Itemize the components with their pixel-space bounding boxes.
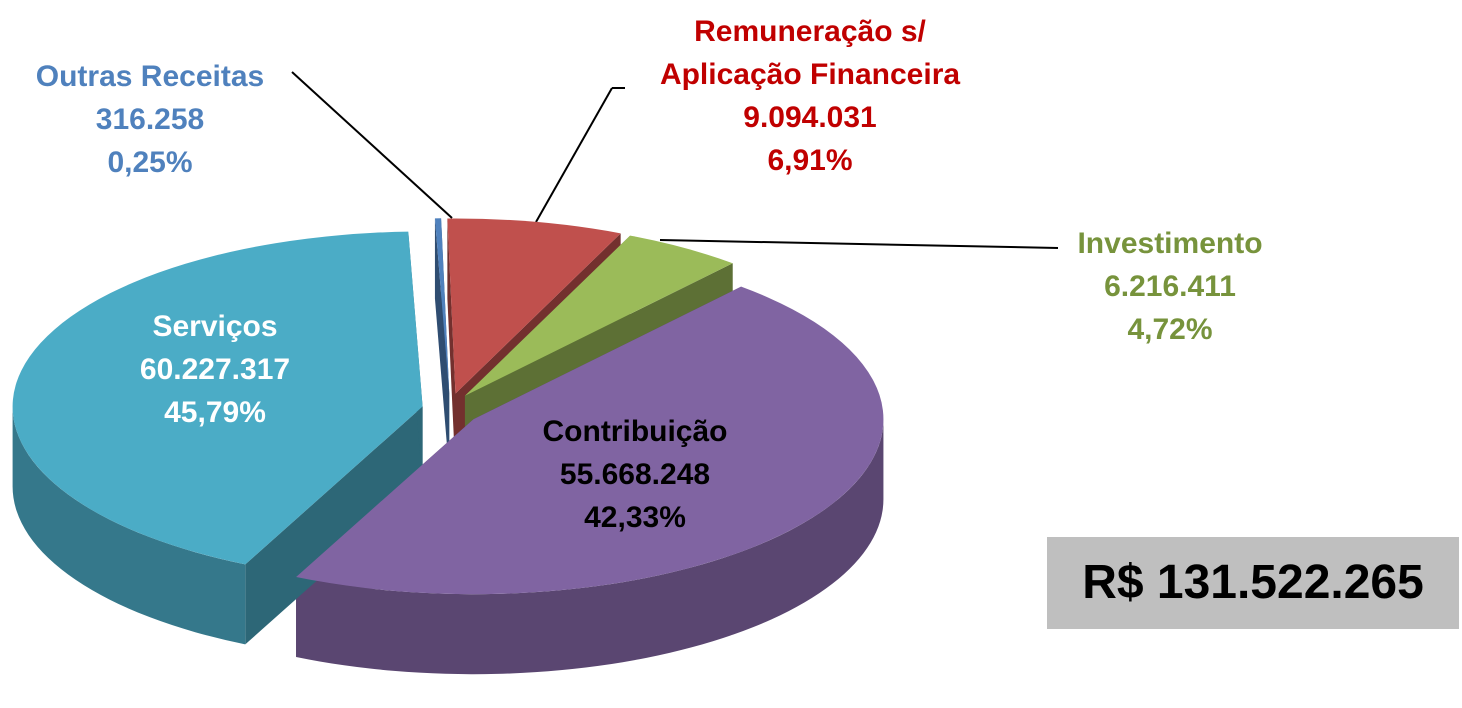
slice-label: Contribuição 55.668.248 42,33% (543, 410, 728, 539)
slice-value: 6.216.411 (1104, 270, 1236, 303)
slice-name: Remuneração s/ Aplicação Financeira (659, 15, 961, 91)
slice-value: 60.227.317 (139, 353, 291, 386)
leader-line (291, 71, 453, 219)
slice-label: Outras Receitas 316.258 0,25% (36, 55, 264, 184)
slice-cut-face (447, 218, 456, 474)
total-box: R$ 131.522.265 (1047, 537, 1459, 629)
slice-label: Remuneração s/ Aplicação Financeira 9.094… (640, 10, 980, 182)
slice-name: Serviços (152, 310, 278, 343)
slice-cut-face (245, 406, 423, 645)
slice-value: 316.258 (95, 103, 205, 136)
pie-slice (464, 235, 733, 396)
slice-wall (12, 406, 246, 645)
slice-percent: 42,33% (584, 501, 686, 534)
slice-name: Outras Receitas (35, 60, 265, 93)
pie-slice (296, 286, 884, 595)
slice-name: Contribuição (542, 415, 728, 448)
slice-value: 9.094.031 (743, 101, 877, 134)
slice-label: Serviços 60.227.317 45,79% (140, 305, 290, 434)
slice-tops (12, 218, 884, 595)
pie-slice (12, 231, 423, 565)
slice-percent: 45,79% (164, 396, 266, 429)
slice-percent: 6,91% (767, 144, 853, 177)
slice-cut-face (434, 218, 450, 474)
slice-label: Investimento 6.216.411 4,72% (1077, 222, 1262, 351)
slice-value: 55.668.248 (559, 458, 711, 491)
leader-line (659, 239, 1059, 249)
slice-wall (296, 419, 884, 675)
slice-name: Investimento (1077, 227, 1263, 260)
slice-percent: 4,72% (1127, 313, 1213, 346)
leader-line (535, 87, 613, 223)
slice-percent: 0,25% (107, 146, 193, 179)
pie-slice (434, 218, 450, 394)
pie-slice (447, 218, 621, 394)
